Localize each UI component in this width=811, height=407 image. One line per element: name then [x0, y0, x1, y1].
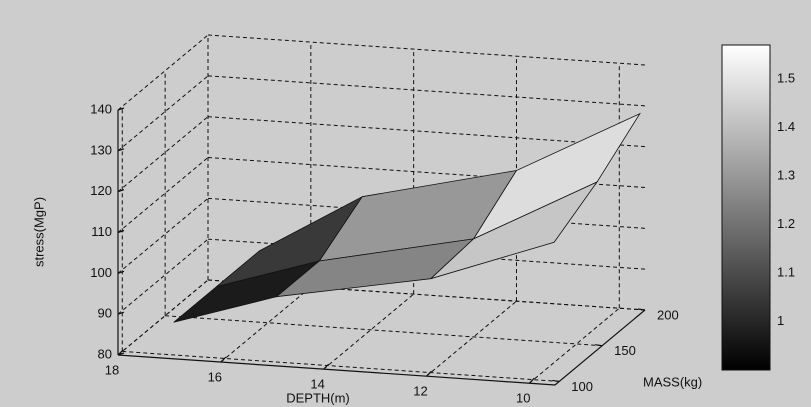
- y-tick: [552, 379, 560, 383]
- z-tick-label: 120: [90, 183, 112, 198]
- surface: [173, 112, 641, 323]
- grid: [117, 34, 646, 384]
- grid-line: [165, 315, 603, 347]
- colorbar-tick-label: 1.2: [777, 216, 795, 231]
- grid-line: [207, 75, 646, 107]
- colorbar-tick-label: 1.3: [777, 167, 795, 182]
- z-tick-label: 140: [90, 101, 112, 116]
- grid-line: [207, 116, 646, 148]
- z-tick-label: 110: [91, 224, 112, 239]
- colorbar-tick-label: 1: [777, 313, 784, 328]
- colorbar-tick-label: 1.1: [777, 264, 795, 279]
- y-tick: [637, 308, 646, 311]
- grid-line: [117, 197, 209, 274]
- y-axis-label: MASS(kg): [643, 374, 702, 389]
- grid-line: [220, 286, 312, 363]
- x-tick: [528, 377, 535, 384]
- z-axis-label: stress(MgP): [31, 197, 46, 267]
- z-tick: [117, 189, 125, 193]
- z-tick: [117, 270, 125, 274]
- colorbar-tick-label: 1.4: [777, 119, 795, 134]
- axes: 80 90 100 110 120 130 140 10 12 14 16 18 100 150 200 1 1…: [90, 70, 795, 405]
- grid-line: [528, 307, 620, 384]
- grid-line: [323, 293, 414, 370]
- z-tick-label: 130: [90, 142, 112, 157]
- x-tick-label: 12: [413, 384, 427, 399]
- z-tick-label: 100: [90, 265, 112, 280]
- grid-line: [117, 279, 209, 356]
- grid-line: [117, 34, 209, 111]
- x-tick: [220, 356, 227, 363]
- y-tick: [595, 344, 603, 347]
- z-tick: [117, 148, 125, 152]
- x-tick-label: 10: [516, 391, 530, 406]
- colorbar-tick-label: 1.5: [777, 70, 795, 85]
- grid-line: [117, 116, 209, 193]
- x-tick: [323, 363, 330, 370]
- x-tick-label: 16: [208, 369, 222, 384]
- grid-line: [117, 75, 209, 152]
- x-tick-label: 18: [105, 362, 119, 377]
- x-tick: [117, 349, 124, 356]
- y-tick-label: 150: [614, 343, 636, 358]
- grid-line: [207, 34, 646, 66]
- colorbar: [721, 44, 771, 371]
- grid-line: [122, 350, 560, 382]
- z-tick: [117, 311, 125, 315]
- y-axis: [554, 309, 646, 386]
- z-tick-label: 90: [98, 306, 112, 321]
- x-tick: [426, 370, 432, 377]
- x-tick-label: 14: [310, 377, 324, 392]
- y-tick-label: 100: [571, 379, 593, 394]
- z-tick-label: 80: [98, 346, 112, 361]
- z-tick: [117, 229, 125, 234]
- y-tick-label: 200: [657, 307, 679, 322]
- grid-line: [426, 300, 517, 377]
- surface-face: [430, 181, 599, 280]
- z-tick: [117, 107, 125, 111]
- grid-line: [117, 238, 209, 315]
- x-axis-label: DEPTH(m): [286, 390, 350, 405]
- x-axis: [117, 354, 556, 386]
- grid-line: [117, 157, 209, 233]
